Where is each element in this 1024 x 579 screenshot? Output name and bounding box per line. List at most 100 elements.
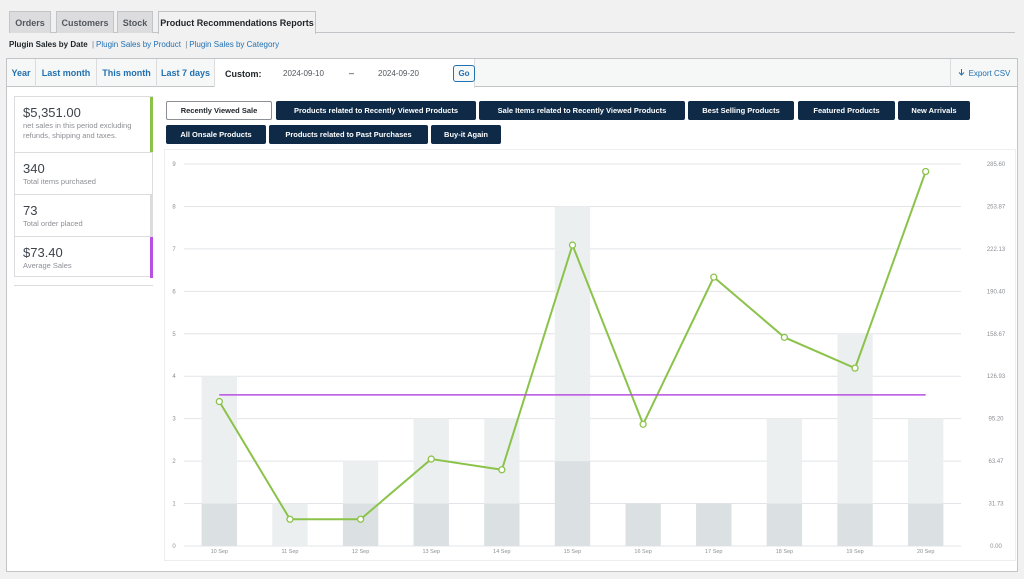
start-date-input[interactable]: 2024-09-10 <box>283 69 324 78</box>
bar <box>766 503 803 546</box>
x-tick-label: 10 Sep <box>211 549 228 555</box>
bar <box>413 503 449 546</box>
sales-point <box>922 167 930 176</box>
y-left-tick-label: 9 <box>172 162 176 168</box>
download-icon <box>958 69 964 76</box>
y-left-tick-label: 5 <box>172 332 176 338</box>
rec-button-related-recently-viewed[interactable]: Products related to Recently Viewed Prod… <box>276 101 476 120</box>
y-left-tick-label: 2 <box>172 459 176 465</box>
sales-point <box>215 397 223 406</box>
rec-button-new-arrivals[interactable]: New Arrivals <box>898 101 970 120</box>
bar <box>484 503 520 546</box>
stat-label: Total items purchased <box>23 177 96 186</box>
y-right-tick-label: 31.73 <box>988 502 1004 508</box>
bar <box>696 503 732 546</box>
bar <box>342 503 379 546</box>
bar <box>625 503 661 546</box>
bar <box>554 461 591 546</box>
sales-point <box>851 364 859 372</box>
export-csv-button[interactable]: Export CSV <box>950 59 1017 87</box>
y-right-tick-label: 190.40 <box>987 289 1006 295</box>
x-tick-label: 13 Sep <box>423 549 440 555</box>
x-tick-label: 11 Sep <box>281 549 298 555</box>
stat-color-bar <box>150 97 153 152</box>
y-right-tick-label: 126.93 <box>987 374 1006 380</box>
end-date-input[interactable]: 2024-09-20 <box>378 69 419 78</box>
rec-button-buy-it-again[interactable]: Buy-it Again <box>431 125 501 144</box>
y-left-tick-label: 7 <box>172 247 176 253</box>
rec-button-related-past-purchases[interactable]: Products related to Past Purchases <box>269 125 428 144</box>
range-year[interactable]: Year <box>7 59 36 87</box>
y-left-tick-label: 6 <box>172 289 176 295</box>
tab-orders[interactable]: Orders <box>9 11 51 33</box>
range-this-month[interactable]: This month <box>97 59 157 87</box>
y-right-tick-label: 95.20 <box>988 417 1004 423</box>
x-tick-label: 19 Sep <box>846 549 863 555</box>
sales-point <box>639 420 647 428</box>
custom-range: Custom: 2024-09-10 – 2024-09-20 Go <box>215 59 475 88</box>
stat-value: 73 <box>23 203 38 218</box>
y-left-tick-label: 1 <box>172 502 176 508</box>
subnav-link-by-category[interactable]: Plugin Sales by Category <box>189 40 280 49</box>
date-dash: – <box>349 68 355 78</box>
x-tick-label: 12 Sep <box>352 549 369 555</box>
date-range-bar: Year Last month This month Last 7 days C… <box>7 59 1017 88</box>
x-tick-label: 18 Sep <box>776 549 793 555</box>
summary-stats: $5,351.00 net sales in this period exclu… <box>14 96 153 278</box>
subnav-current: Plugin Sales by Date <box>9 40 88 49</box>
sales-point <box>427 455 435 463</box>
sales-chart: 0 1 2 3 4 5 6 7 8 9 0.00 31.73 63.47 95.20 126.93 158.6… <box>164 149 1016 561</box>
subnav-link-by-product[interactable]: Plugin Sales by Product <box>96 40 181 49</box>
y-right-tick-label: 222.13 <box>987 247 1006 253</box>
report-panel: Year Last month This month Last 7 days C… <box>6 58 1018 572</box>
stat-color-bar <box>150 237 153 278</box>
tab-product-recommendations-reports[interactable]: Product Recommendations Reports <box>158 11 316 34</box>
tab-stock[interactable]: Stock <box>117 11 153 33</box>
bar <box>908 503 944 546</box>
subnav-separator: | <box>185 40 188 49</box>
stat-label: Average Sales <box>23 261 72 270</box>
rec-button-all-onsale[interactable]: All Onsale Products <box>166 125 266 144</box>
sales-point <box>710 273 718 281</box>
custom-label: Custom: <box>225 69 262 79</box>
stat-color-bar <box>150 195 153 236</box>
stats-divider <box>14 285 153 286</box>
x-tick-label: 15 Sep <box>564 549 581 555</box>
y-right-tick-label: 158.67 <box>987 332 1006 338</box>
stat-value: $5,351.00 <box>23 105 81 120</box>
stat-label: Total order placed <box>23 219 83 228</box>
rec-button-featured[interactable]: Featured Products <box>798 101 895 120</box>
y-right-tick-label: 63.47 <box>988 459 1004 465</box>
tab-customers[interactable]: Customers <box>56 11 114 33</box>
sales-point <box>498 466 506 474</box>
rec-button-best-selling[interactable]: Best Selling Products <box>688 101 794 120</box>
y-left-tick-label: 4 <box>172 374 176 380</box>
stat-net-sales: $5,351.00 net sales in this period exclu… <box>15 97 153 153</box>
range-last-month[interactable]: Last month <box>36 59 97 87</box>
x-tick-label: 17 Sep <box>705 549 722 555</box>
go-button[interactable]: Go <box>453 65 475 82</box>
stat-orders-placed: 73 Total order placed <box>15 195 153 237</box>
sales-point <box>780 333 789 341</box>
y-right-tick-label: 285.60 <box>987 162 1006 168</box>
y-left-tick-label: 3 <box>172 417 176 423</box>
sales-chart-svg: 0 1 2 3 4 5 6 7 8 9 0.00 31.73 63.47 95.20 126.93 158.6… <box>172 162 1006 555</box>
stat-value: $73.40 <box>23 245 63 260</box>
x-tick-label: 16 Sep <box>634 549 651 555</box>
x-tick-label: 14 Sep <box>493 549 510 555</box>
stat-average-sales: $73.40 Average Sales <box>15 237 153 278</box>
y-right-tick-label: 253.87 <box>987 204 1006 210</box>
sales-point <box>356 515 365 523</box>
stat-label: net sales in this period excluding refun… <box>23 121 132 140</box>
bar <box>837 503 873 546</box>
y-left-tick-label: 0 <box>172 544 176 550</box>
stat-value: 340 <box>23 161 45 176</box>
x-tick-label: 20 Sep <box>917 549 934 555</box>
rec-button-sale-items-recently-viewed[interactable]: Sale Items related to Recently Viewed Pr… <box>479 101 685 120</box>
range-last-7-days[interactable]: Last 7 days <box>157 59 215 87</box>
sales-point <box>286 515 294 523</box>
report-tabs: Orders Customers Stock Product Recommend… <box>9 11 1015 34</box>
y-left-tick-label: 8 <box>172 204 176 210</box>
rec-button-recently-viewed-sale[interactable]: Recently Viewed Sale <box>166 101 272 120</box>
export-csv-label: Export CSV <box>968 68 1011 78</box>
